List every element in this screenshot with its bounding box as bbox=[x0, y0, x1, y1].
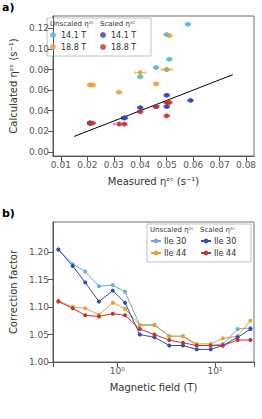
svg-text:Magnetic field (T): Magnetic field (T) bbox=[110, 382, 198, 393]
svg-text:Ile 44: Ile 44 bbox=[214, 249, 236, 258]
svg-text:0.02: 0.02 bbox=[29, 126, 49, 136]
svg-text:Ile 44: Ile 44 bbox=[164, 249, 186, 258]
svg-text:0.04: 0.04 bbox=[130, 160, 150, 170]
svg-text:0.08: 0.08 bbox=[29, 65, 49, 75]
svg-text:1.00: 1.00 bbox=[29, 357, 49, 367]
svg-text:b): b) bbox=[2, 207, 15, 220]
svg-text:18.8 T: 18.8 T bbox=[61, 43, 86, 52]
svg-text:1.05: 1.05 bbox=[29, 330, 49, 340]
svg-text:10¹: 10¹ bbox=[208, 366, 223, 376]
svg-text:Unscaled ηᶻᶜ: Unscaled ηᶻᶜ bbox=[50, 20, 94, 28]
svg-text:14.1 T: 14.1 T bbox=[111, 31, 136, 40]
svg-text:1.10: 1.10 bbox=[29, 302, 49, 312]
svg-text:0.10: 0.10 bbox=[29, 44, 49, 54]
svg-text:0.12: 0.12 bbox=[29, 23, 49, 33]
svg-text:Correction factor: Correction factor bbox=[8, 249, 19, 334]
svg-text:0.05: 0.05 bbox=[157, 160, 177, 170]
svg-text:1.15: 1.15 bbox=[29, 275, 49, 285]
svg-text:0.01: 0.01 bbox=[51, 160, 71, 170]
svg-text:0.02: 0.02 bbox=[77, 160, 97, 170]
svg-text:0.06: 0.06 bbox=[183, 160, 203, 170]
svg-text:0.03: 0.03 bbox=[104, 160, 124, 170]
svg-text:18.8 T: 18.8 T bbox=[111, 43, 136, 52]
svg-text:Scaled ηᶻᶜ: Scaled ηᶻᶜ bbox=[100, 20, 136, 28]
svg-text:Ile 30: Ile 30 bbox=[214, 237, 236, 246]
svg-text:0.08: 0.08 bbox=[236, 160, 256, 170]
svg-text:0.06: 0.06 bbox=[29, 85, 49, 95]
svg-text:0.00: 0.00 bbox=[29, 147, 49, 157]
svg-text:Ile 30: Ile 30 bbox=[164, 237, 186, 246]
svg-text:a): a) bbox=[2, 1, 14, 14]
svg-text:Unscaled ηᶻᶜ: Unscaled ηᶻᶜ bbox=[150, 226, 194, 234]
svg-text:Calculated ηᶻᶜ (s⁻¹): Calculated ηᶻᶜ (s⁻¹) bbox=[8, 38, 19, 134]
svg-text:0.04: 0.04 bbox=[29, 106, 49, 116]
svg-text:10⁰: 10⁰ bbox=[110, 366, 125, 376]
svg-text:Measured ηᶻᶜ (s⁻¹): Measured ηᶻᶜ (s⁻¹) bbox=[108, 176, 199, 187]
svg-text:1.20: 1.20 bbox=[29, 247, 49, 257]
svg-text:Scaled ηᶻᶜ: Scaled ηᶻᶜ bbox=[200, 226, 236, 234]
svg-text:14.1 T: 14.1 T bbox=[61, 31, 86, 40]
svg-text:0.07: 0.07 bbox=[210, 160, 230, 170]
